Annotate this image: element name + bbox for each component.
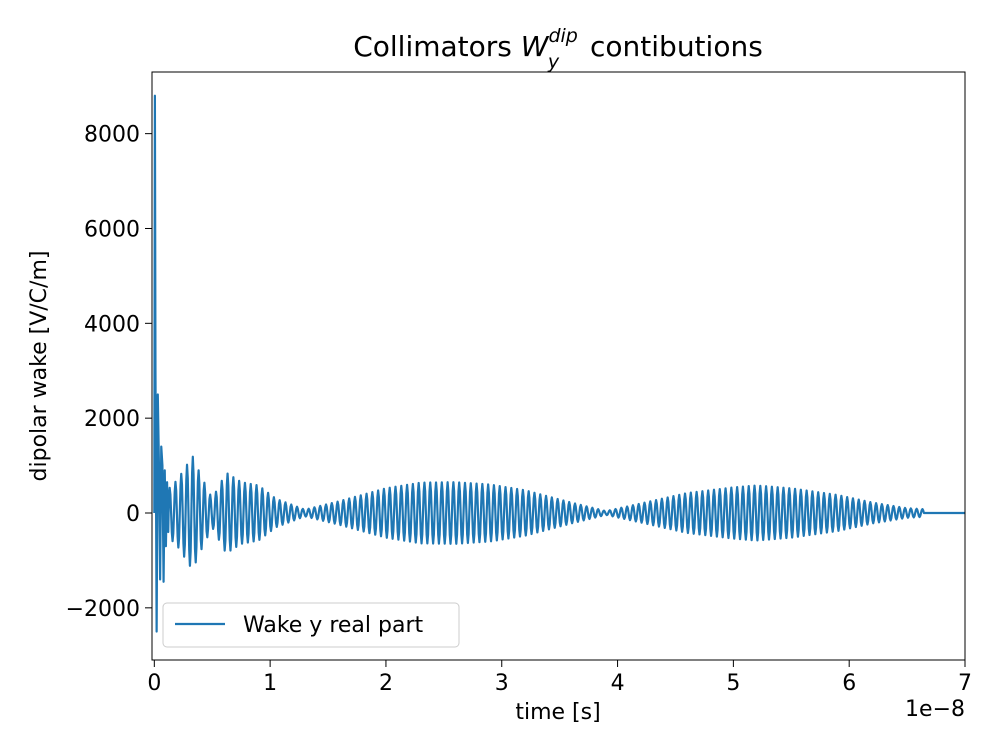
x-axis-label: time [s] (515, 700, 600, 725)
x-tick-label: 6 (842, 671, 856, 696)
plot-frame (151, 71, 966, 661)
y-axis-label: dipolar wake [V/C/m] (27, 251, 52, 482)
chart-title-symbol: W (521, 30, 550, 63)
chart-title-suffix: contibutions (581, 30, 763, 63)
plot-area (152, 72, 965, 660)
series-line-wake-y-real-part (153, 94, 965, 633)
axis-ticks: 0 1 2 3 4 5 6 7 −2000 0 2000 4000 6000 8000 (66, 123, 972, 696)
x-offset-label: 1e−8 (905, 697, 965, 722)
chart-title-subscript: y (547, 51, 560, 73)
x-tick-label: 4 (611, 671, 625, 696)
x-tick-label: 0 (147, 671, 161, 696)
x-tick-label: 3 (495, 671, 509, 696)
legend-label: Wake y real part (243, 613, 423, 638)
legend-box (162, 602, 460, 648)
y-tick-label: 2000 (84, 407, 140, 432)
y-tick-label: 6000 (84, 217, 140, 242)
legend: Wake y real part (162, 602, 460, 648)
y-tick-label: 4000 (84, 312, 140, 337)
chart-title-superscript: dip (548, 25, 577, 47)
x-tick-label: 5 (726, 671, 740, 696)
x-tick-label: 2 (379, 671, 393, 696)
chart-title-prefix: Collimators (353, 30, 521, 63)
y-tick-label: 0 (126, 502, 140, 527)
x-tick-label: 7 (958, 671, 972, 696)
y-tick-label: 8000 (84, 123, 140, 148)
y-tick-label: −2000 (66, 597, 140, 622)
chart-title: Collimators Wdip y contibutions (353, 25, 763, 73)
x-tick-label: 1 (263, 671, 277, 696)
